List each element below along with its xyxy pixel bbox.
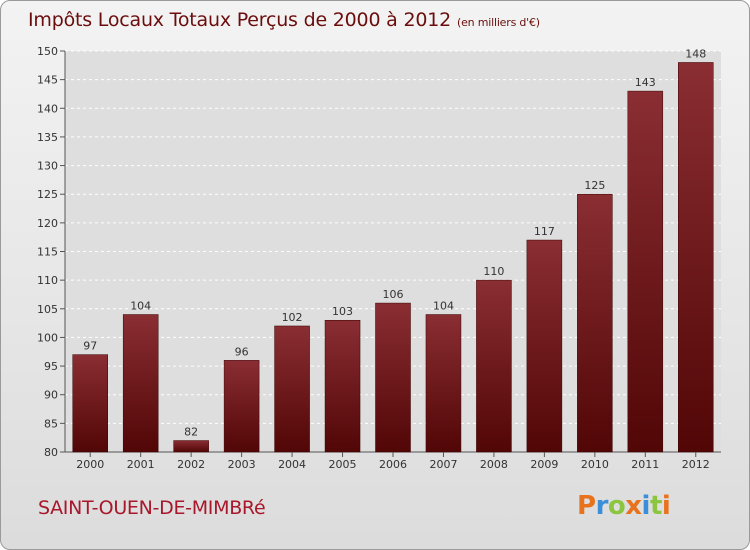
x-tick-label: 2009: [530, 458, 558, 471]
bar: [324, 319, 361, 453]
bar: [72, 354, 108, 453]
town-name: SAINT-OUEN-DE-MIMBRé: [38, 497, 266, 519]
y-tick-label: 85: [44, 417, 58, 430]
y-tick-label: 130: [37, 160, 58, 173]
bar: [223, 360, 260, 453]
chart-title: Impôts Locaux Totaux Perçus de 2000 à 20…: [28, 9, 540, 31]
bar-value-label: 106: [383, 288, 404, 301]
y-tick-label: 140: [37, 102, 58, 115]
x-tick-label: 2011: [631, 458, 659, 471]
bar-value-label: 104: [130, 300, 151, 313]
bar-value-label: 104: [433, 300, 454, 313]
logo-letter: t: [649, 491, 662, 521]
logo-letter: r: [595, 491, 609, 521]
bar: [577, 193, 613, 453]
bar-value-label: 117: [534, 225, 555, 238]
chart-title-main: Impôts Locaux Totaux Perçus de 2000 à 20…: [28, 9, 452, 31]
x-tick-label: 2010: [581, 458, 609, 471]
x-tick-label: 2008: [480, 458, 508, 471]
y-tick-label: 90: [44, 389, 58, 402]
y-tick-label: 115: [37, 246, 58, 259]
y-tick-label: 150: [37, 45, 58, 58]
x-tick-label: 2001: [127, 458, 155, 471]
bar: [678, 62, 714, 453]
y-tick-label: 145: [37, 74, 58, 87]
bar: [425, 314, 462, 453]
bar: [274, 325, 310, 453]
x-tick-label: 2000: [76, 458, 104, 471]
logo-letter: x: [625, 491, 642, 521]
bar-value-label: 102: [282, 311, 303, 324]
logo-letter: i: [661, 491, 671, 521]
bar-value-label: 96: [235, 345, 249, 358]
y-tick-label: 105: [37, 303, 58, 316]
logo-letter: P: [577, 491, 596, 521]
proxiti-logo: Proxiti: [577, 491, 671, 521]
y-tick-label: 100: [37, 331, 58, 344]
bar: [526, 239, 563, 453]
bar: [476, 279, 512, 453]
bar: [627, 90, 664, 453]
logo-letter: o: [607, 491, 626, 521]
y-tick-label: 95: [44, 360, 58, 373]
chart-title-unit: (en milliers d'€): [457, 16, 540, 29]
x-tick-label: 2002: [177, 458, 205, 471]
y-tick-label: 125: [37, 188, 58, 201]
bar-value-label: 143: [635, 76, 656, 89]
y-tick-label: 135: [37, 131, 58, 144]
y-tick-label: 80: [44, 446, 58, 459]
bar-value-label: 148: [685, 47, 706, 60]
x-tick-label: 2003: [228, 458, 256, 471]
x-tick-label: 2007: [429, 458, 457, 471]
x-tick-label: 2005: [329, 458, 357, 471]
y-tick-label: 110: [37, 274, 58, 287]
bar-value-label: 97: [83, 340, 97, 353]
logo-letter: i: [641, 491, 651, 521]
bar-value-label: 103: [332, 305, 353, 318]
x-tick-label: 2006: [379, 458, 407, 471]
bar: [122, 314, 159, 453]
bar: [173, 440, 209, 453]
bar-value-label: 82: [184, 426, 198, 439]
bar-value-label: 110: [483, 265, 504, 278]
x-tick-label: 2012: [682, 458, 710, 471]
y-tick-label: 120: [37, 217, 58, 230]
bar-value-label: 125: [584, 179, 605, 192]
x-tick-label: 2004: [278, 458, 306, 471]
bar: [375, 302, 411, 453]
